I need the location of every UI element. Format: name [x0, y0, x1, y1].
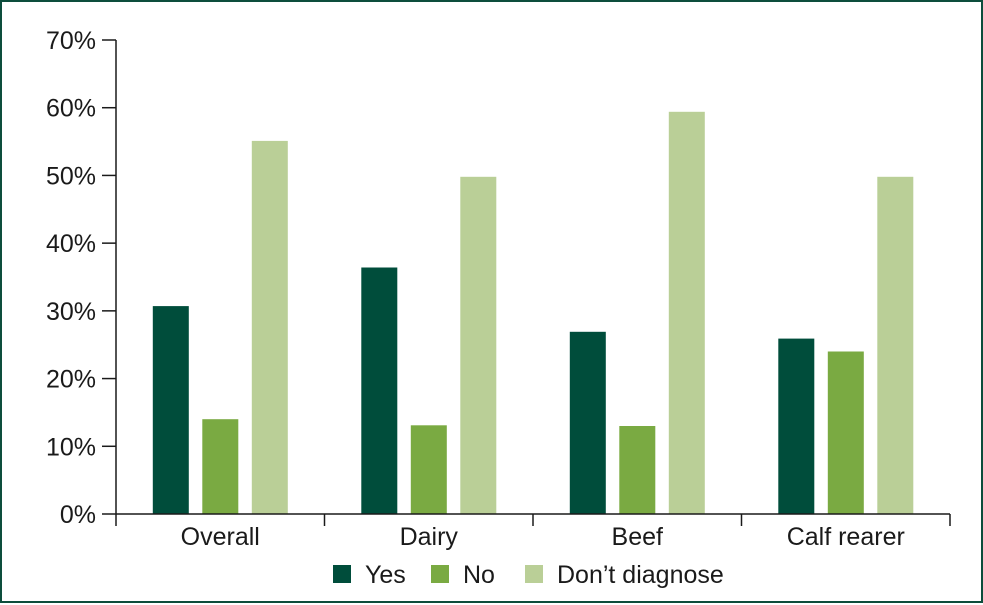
legend-label: Yes	[365, 561, 406, 589]
y-tick-label: 70%	[46, 27, 96, 55]
legend-label: No	[463, 561, 495, 589]
x-tick-label: Dairy	[400, 523, 459, 551]
y-tick-label: 10%	[46, 433, 96, 461]
legend-swatch	[525, 565, 543, 583]
bar-no-overall	[202, 419, 239, 514]
bar-yes-beef	[569, 331, 606, 514]
bar-don-t-diagnose-dairy	[460, 176, 497, 515]
x-tick-label: Calf rearer	[787, 523, 905, 551]
x-tick-label: Overall	[181, 523, 260, 551]
legend: Yes No Don’t diagnose	[333, 561, 724, 589]
bar-don-t-diagnose-beef	[668, 111, 705, 515]
bar-don-t-diagnose-calf-rearer	[877, 176, 914, 515]
y-tick-label: 50%	[46, 162, 96, 190]
bar-no-dairy	[410, 425, 447, 514]
y-tick-label: 30%	[46, 298, 96, 326]
y-tick-label: 60%	[46, 95, 96, 123]
bar-no-beef	[619, 426, 656, 514]
y-tick-label: 40%	[46, 230, 96, 258]
bars-group	[152, 111, 914, 515]
x-tick-label: Beef	[612, 523, 663, 551]
bar-don-t-diagnose-overall	[251, 140, 288, 514]
legend-swatch	[431, 565, 449, 583]
bar-no-calf-rearer	[827, 351, 864, 514]
y-tick-label: 0%	[60, 501, 96, 529]
legend-label: Don’t diagnose	[557, 561, 724, 589]
legend-swatch	[333, 565, 351, 583]
bar-yes-dairy	[361, 267, 398, 514]
axes-group: 0% 10% 20% 30% 40% 50% 60% 70% Overall Dairy Beef C…	[46, 27, 951, 551]
bar-yes-calf-rearer	[778, 338, 815, 514]
y-tick-label: 20%	[46, 366, 96, 394]
bar-yes-overall	[152, 306, 189, 514]
